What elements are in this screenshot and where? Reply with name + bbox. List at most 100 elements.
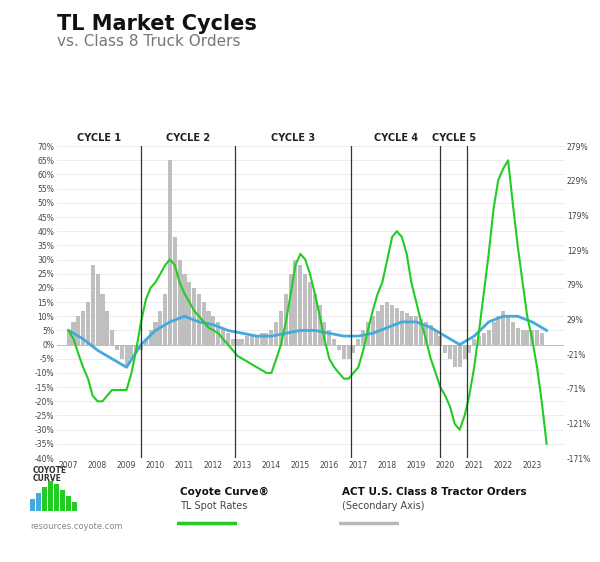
Bar: [206, 311, 211, 345]
Bar: [192, 288, 196, 345]
Text: CYCLE 2: CYCLE 2: [166, 133, 210, 143]
Bar: [284, 293, 288, 345]
Bar: [467, 345, 471, 353]
Bar: [395, 308, 399, 345]
Text: vs. Class 8 Truck Orders: vs. Class 8 Truck Orders: [57, 34, 241, 49]
Bar: [269, 330, 274, 345]
Bar: [361, 330, 365, 345]
Bar: [187, 282, 191, 345]
Bar: [250, 336, 254, 345]
Text: CYCLE 4: CYCLE 4: [374, 133, 418, 143]
Text: CYCLE 1: CYCLE 1: [77, 133, 121, 143]
Bar: [293, 260, 298, 345]
Bar: [149, 330, 152, 345]
Bar: [134, 345, 138, 353]
Bar: [400, 311, 404, 345]
Bar: [76, 316, 80, 345]
Text: resources.coyote.com: resources.coyote.com: [30, 522, 122, 531]
Bar: [385, 302, 389, 345]
Bar: [105, 311, 109, 345]
Text: CURVE: CURVE: [33, 474, 62, 483]
Bar: [318, 305, 322, 345]
Bar: [530, 330, 534, 345]
Bar: [139, 345, 143, 350]
Bar: [458, 345, 462, 368]
Bar: [347, 345, 351, 359]
Bar: [178, 260, 182, 345]
Bar: [322, 322, 326, 345]
Bar: [390, 305, 394, 345]
Bar: [144, 339, 148, 345]
Bar: [115, 345, 119, 350]
Bar: [202, 302, 206, 345]
Bar: [221, 328, 225, 345]
Bar: [279, 311, 283, 345]
Bar: [515, 328, 520, 345]
Bar: [328, 330, 331, 345]
Bar: [231, 339, 235, 345]
Bar: [86, 302, 90, 345]
Bar: [429, 325, 433, 345]
Bar: [168, 160, 172, 345]
Bar: [521, 330, 524, 345]
Bar: [356, 339, 361, 345]
Bar: [158, 311, 163, 345]
Bar: [241, 339, 244, 345]
Bar: [163, 293, 167, 345]
Bar: [217, 322, 220, 345]
Bar: [265, 333, 268, 345]
Bar: [376, 311, 380, 345]
Bar: [255, 336, 259, 345]
Text: TL Spot Rates: TL Spot Rates: [180, 501, 247, 511]
Bar: [332, 339, 336, 345]
Bar: [496, 316, 500, 345]
Bar: [414, 316, 418, 345]
Bar: [404, 314, 409, 345]
Bar: [438, 336, 442, 345]
Bar: [472, 339, 476, 345]
Bar: [308, 282, 312, 345]
Bar: [274, 322, 278, 345]
Bar: [211, 316, 215, 345]
Bar: [235, 339, 239, 345]
Bar: [313, 293, 317, 345]
Bar: [81, 311, 85, 345]
Bar: [501, 311, 505, 345]
Bar: [173, 237, 177, 345]
Bar: [154, 322, 158, 345]
Bar: [453, 345, 457, 368]
Bar: [482, 333, 486, 345]
Text: ACT U.S. Class 8 Tractor Orders: ACT U.S. Class 8 Tractor Orders: [342, 487, 527, 497]
Bar: [91, 265, 95, 345]
Bar: [535, 330, 539, 345]
Bar: [337, 345, 341, 350]
Bar: [95, 274, 100, 345]
Bar: [506, 316, 510, 345]
Bar: [119, 345, 124, 359]
Bar: [477, 336, 481, 345]
Bar: [487, 330, 491, 345]
Text: CYCLE 5: CYCLE 5: [431, 133, 476, 143]
Bar: [67, 330, 71, 345]
Text: Coyote Curve®: Coyote Curve®: [180, 487, 269, 497]
Bar: [226, 333, 230, 345]
Bar: [511, 322, 515, 345]
Bar: [71, 322, 76, 345]
Bar: [525, 330, 529, 345]
Bar: [409, 316, 413, 345]
Text: CYCLE 3: CYCLE 3: [271, 133, 315, 143]
Bar: [366, 322, 370, 345]
Bar: [100, 293, 104, 345]
Bar: [197, 293, 201, 345]
Bar: [110, 330, 114, 345]
Text: COYOTE: COYOTE: [33, 466, 67, 475]
Bar: [380, 305, 385, 345]
Bar: [491, 322, 496, 345]
Bar: [245, 336, 250, 345]
Bar: [434, 330, 437, 345]
Bar: [419, 319, 423, 345]
Bar: [125, 345, 128, 368]
Bar: [371, 316, 375, 345]
Bar: [424, 322, 428, 345]
Bar: [303, 274, 307, 345]
